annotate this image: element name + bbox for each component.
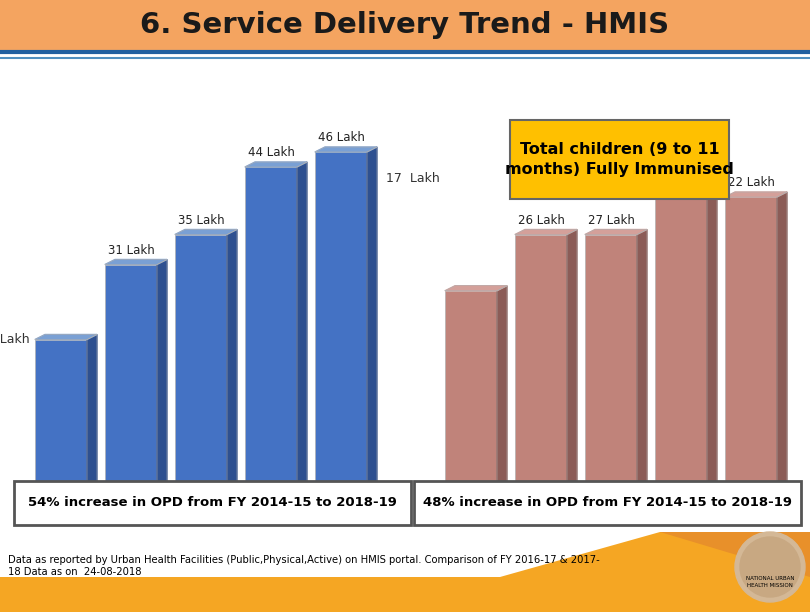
Circle shape [740, 537, 800, 597]
Text: NATIONAL URBAN
HEALTH MISSION: NATIONAL URBAN HEALTH MISSION [746, 577, 795, 588]
Bar [515, 234, 567, 497]
Text: 31 Lakh: 31 Lakh [108, 244, 155, 256]
Text: 25 Lakh: 25 Lakh [658, 157, 705, 170]
Polygon shape [157, 259, 167, 497]
Text: 17  Lakh: 17 Lakh [386, 172, 440, 185]
Polygon shape [35, 335, 97, 340]
Polygon shape [175, 230, 237, 234]
Polygon shape [707, 173, 717, 497]
Text: 18 Data as on  24-08-2018: 18 Data as on 24-08-2018 [8, 567, 142, 577]
Text: 46 Lakh: 46 Lakh [318, 131, 365, 144]
Bar [175, 234, 227, 497]
Text: 48% increase in OPD from FY 2014-15 to 2018-19: 48% increase in OPD from FY 2014-15 to 2… [423, 496, 792, 510]
Text: 6. Service Delivery Trend - HMIS: 6. Service Delivery Trend - HMIS [140, 11, 670, 39]
FancyBboxPatch shape [14, 481, 411, 525]
Polygon shape [497, 286, 507, 497]
Text: 2015-2016: 2015-2016 [517, 502, 576, 512]
Bar [245, 167, 297, 497]
Polygon shape [87, 335, 97, 497]
Text: 22 Lakh: 22 Lakh [727, 176, 774, 189]
Text: 27 Lakh: 27 Lakh [587, 214, 634, 226]
Bar [315, 152, 367, 497]
Bar [655, 178, 707, 497]
Polygon shape [515, 230, 577, 234]
Text: Data as reported by Urban Health Facilities (Public,Physical,Active) on HMIS por: Data as reported by Urban Health Facilit… [8, 555, 599, 565]
Bar [105, 264, 157, 497]
Polygon shape [105, 259, 167, 264]
FancyBboxPatch shape [414, 481, 801, 525]
Text: Total children (9 to 11
months) Fully Immunised: Total children (9 to 11 months) Fully Im… [505, 142, 734, 177]
Bar [0, 0, 810, 50]
Polygon shape [500, 532, 810, 577]
Polygon shape [0, 532, 660, 577]
Polygon shape [637, 230, 647, 497]
Polygon shape [445, 286, 507, 291]
Polygon shape [585, 230, 647, 234]
Text: 2018-2019: 2018-2019 [317, 502, 376, 512]
Polygon shape [315, 147, 377, 152]
Text: 21  Lakh: 21 Lakh [0, 333, 30, 346]
Bar [35, 340, 87, 497]
Polygon shape [227, 230, 237, 497]
FancyBboxPatch shape [510, 120, 729, 199]
Polygon shape [725, 192, 787, 197]
Polygon shape [655, 173, 717, 178]
Text: 2016-2017: 2016-2017 [177, 502, 236, 512]
Bar [0, 532, 810, 612]
Text: 2018-2019: 2018-2019 [727, 502, 786, 512]
Bar [445, 291, 497, 497]
Text: 2014-2015: 2014-2015 [36, 502, 96, 512]
Polygon shape [777, 192, 787, 497]
Text: 35 Lakh: 35 Lakh [177, 214, 224, 226]
Polygon shape [297, 162, 307, 497]
Text: 44 Lakh: 44 Lakh [248, 146, 295, 159]
Text: 2017-2018: 2017-2018 [246, 502, 305, 512]
Text: 2016-2017: 2016-2017 [586, 502, 646, 512]
Text: 2015-2016: 2015-2016 [106, 502, 165, 512]
Text: 26 Lakh: 26 Lakh [518, 214, 565, 226]
Bar [725, 197, 777, 497]
Polygon shape [245, 162, 307, 167]
Bar [585, 234, 637, 497]
Polygon shape [567, 230, 577, 497]
Polygon shape [367, 147, 377, 497]
Text: 54% increase in OPD from FY 2014-15 to 2018-19: 54% increase in OPD from FY 2014-15 to 2… [28, 496, 397, 510]
Circle shape [735, 532, 805, 602]
Text: 2014-2015: 2014-2015 [446, 502, 505, 512]
Text: 2017-2018: 2017-2018 [656, 502, 715, 512]
